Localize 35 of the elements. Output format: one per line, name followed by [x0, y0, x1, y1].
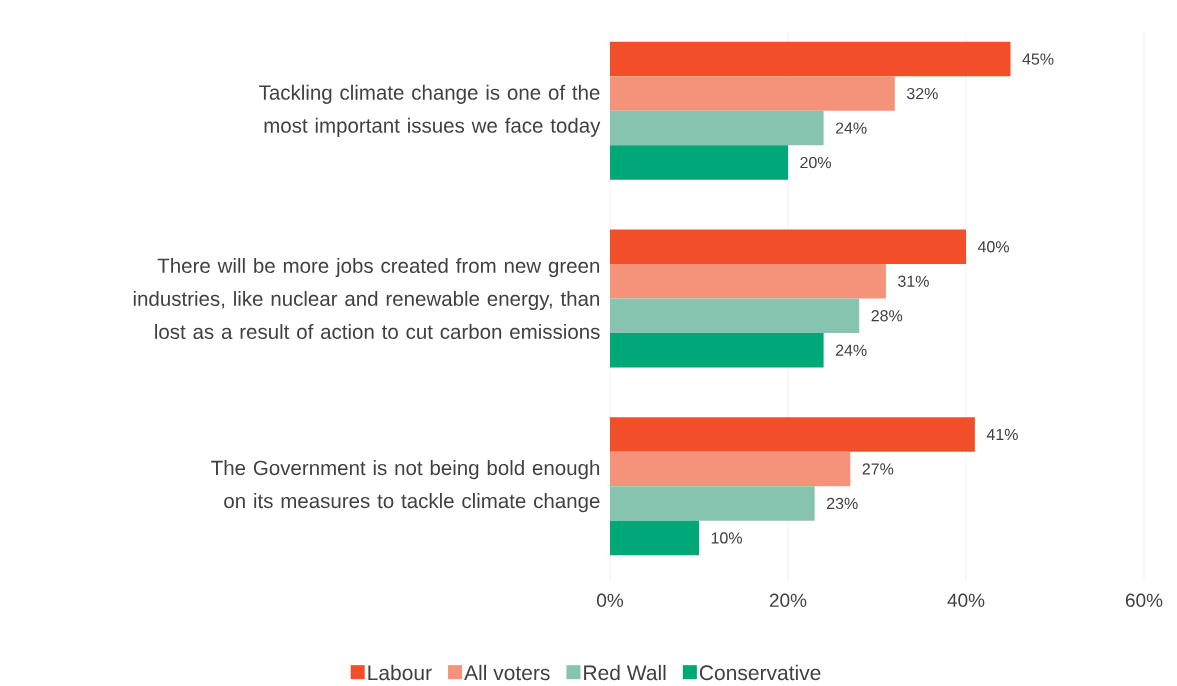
bar	[610, 520, 699, 556]
bar	[610, 451, 851, 487]
bar	[610, 298, 860, 333]
data-label: 20%	[800, 156, 831, 169]
bar	[610, 417, 975, 452]
bar	[610, 110, 824, 146]
data-label: 27%	[862, 463, 894, 475]
y-tick-label: The Government is not being bold enough on its measures to tackle climate change	[211, 460, 600, 513]
x-tick-label: 60%	[1125, 593, 1163, 607]
data-label: 28%	[871, 310, 903, 322]
y-tick-label: Tackling climate change is one of the most important issues we face today	[259, 84, 601, 137]
legend-label: Labour	[368, 664, 432, 681]
legend-label: All voters	[464, 664, 550, 681]
bar	[610, 264, 886, 299]
bar	[610, 145, 788, 180]
x-tick-label: 40%	[947, 593, 985, 607]
bar	[610, 333, 824, 368]
data-label: 32%	[906, 87, 938, 100]
legend-label: Conservative	[699, 664, 821, 681]
data-label: 24%	[835, 344, 867, 356]
y-tick-label: There will be more jobs created from new green industries, like nuclear and renewable energy, than lost as a result of action to cut carbon emissions	[133, 257, 600, 340]
bar	[610, 76, 895, 111]
bar	[610, 41, 1011, 77]
data-label: 23%	[827, 497, 858, 510]
data-label: 24%	[835, 122, 867, 134]
x-tick-label: 0%	[597, 593, 624, 607]
data-label: 40%	[977, 241, 1009, 253]
data-label: 31%	[898, 275, 929, 287]
x-tick-label: 20%	[769, 593, 807, 607]
data-label: 10%	[711, 532, 742, 544]
bar	[610, 229, 966, 264]
legend-label: Red Wall	[584, 664, 666, 681]
data-label: 41%	[986, 428, 1018, 441]
data-label: 45%	[1022, 53, 1054, 65]
bar	[610, 486, 815, 521]
